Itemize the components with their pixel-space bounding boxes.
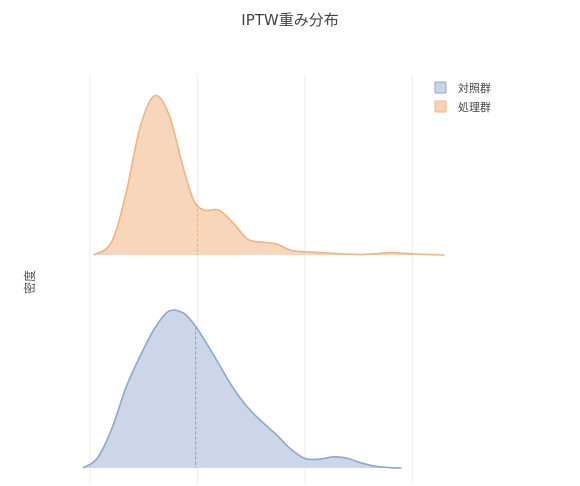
legend-item-treated[interactable]: 処理群 <box>434 100 491 114</box>
legend-swatch-treated <box>434 100 447 113</box>
legend-item-control[interactable]: 対照群 <box>434 81 491 95</box>
legend-label-treated: 処理群 <box>458 100 491 114</box>
legend[interactable]: 対照群 処理群 <box>434 81 491 114</box>
y-axis-label: 密度 <box>22 270 37 294</box>
density-panel-control <box>82 309 402 469</box>
density-panel-treated <box>93 94 445 256</box>
density-area-control <box>82 309 402 468</box>
legend-label-control: 対照群 <box>458 81 491 95</box>
density-panels <box>82 94 445 469</box>
density-area-treated <box>93 95 445 255</box>
chart-title: IPTW重み分布 <box>241 11 338 29</box>
density-line-control <box>82 309 402 469</box>
legend-swatch-control <box>434 81 447 94</box>
density-line-treated <box>93 94 445 256</box>
